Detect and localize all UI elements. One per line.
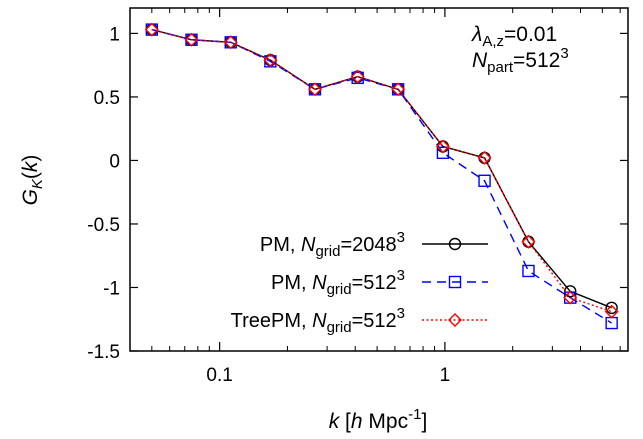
y-tick-label: 1: [109, 24, 120, 45]
legend-label-pm-512: PM, Ngrid=5123: [271, 267, 405, 298]
x-tick-label: 0.1: [206, 365, 232, 386]
y-tick-label: -1.5: [87, 342, 120, 363]
legend-label-treepm-512: TreePM, Ngrid=5123: [231, 305, 405, 336]
legend-marker-pm-2048: [448, 237, 462, 251]
data-point-treepm-512: [307, 82, 322, 97]
data-point-pm-512: [522, 264, 535, 278]
legend: PM, Ngrid=20483 PM, Ngrid=5123 TreePM, N…: [231, 229, 488, 336]
data-point-treepm-512: [223, 35, 238, 50]
series-line-pm-512: [151, 28, 613, 324]
y-tick-label: -1: [103, 278, 120, 299]
legend-marker-pm-512: [448, 275, 462, 289]
data-point-treepm-512: [604, 304, 619, 319]
annotation-lambda: λA,z=0.01: [471, 23, 557, 50]
data-point-treepm-512: [563, 290, 578, 305]
legend-sample-treepm-512: [422, 313, 488, 327]
legend-label-pm-2048: PM, Ngrid=20483: [260, 229, 405, 260]
series-layer: [144, 22, 619, 330]
data-point-treepm-512: [391, 82, 406, 97]
legend-entry-pm-512: PM, Ngrid=5123: [271, 267, 488, 298]
annotation-npart: Npart=5123: [472, 45, 569, 76]
data-point-pm-2048: [605, 301, 618, 315]
legend-entry-treepm-512: TreePM, Ngrid=5123: [231, 305, 488, 336]
plot-frame: [129, 7, 629, 352]
x-axis-label: k [h Mpc-1]: [329, 406, 428, 433]
data-point-pm-512: [436, 146, 450, 160]
legend-sample-pm-2048: [422, 237, 488, 251]
data-point-pm-512: [478, 174, 491, 187]
data-point-treepm-512: [435, 139, 450, 154]
x-tick-label: 1: [440, 365, 451, 386]
legend-marker-treepm-512: [448, 313, 462, 327]
data-point-treepm-512: [263, 53, 278, 68]
ticks-layer: 1 0.5 0 -0.5 -1 -1.5 0.1 1: [87, 8, 628, 386]
y-axis-label: GK(k): [19, 155, 46, 206]
data-point-treepm-512: [184, 32, 199, 47]
data-point-treepm-512: [477, 150, 492, 165]
legend-entry-pm-2048: PM, Ngrid=20483: [260, 229, 488, 260]
data-point-treepm-512: [521, 234, 536, 249]
y-tick-label: 0: [109, 151, 120, 172]
data-point-treepm-512: [350, 69, 365, 84]
y-tick-label: -0.5: [87, 215, 120, 236]
series-treepm-512: [144, 22, 619, 319]
y-tick-label: 0.5: [94, 88, 120, 109]
data-point-treepm-512: [144, 22, 159, 37]
legend-sample-pm-512: [422, 275, 488, 289]
